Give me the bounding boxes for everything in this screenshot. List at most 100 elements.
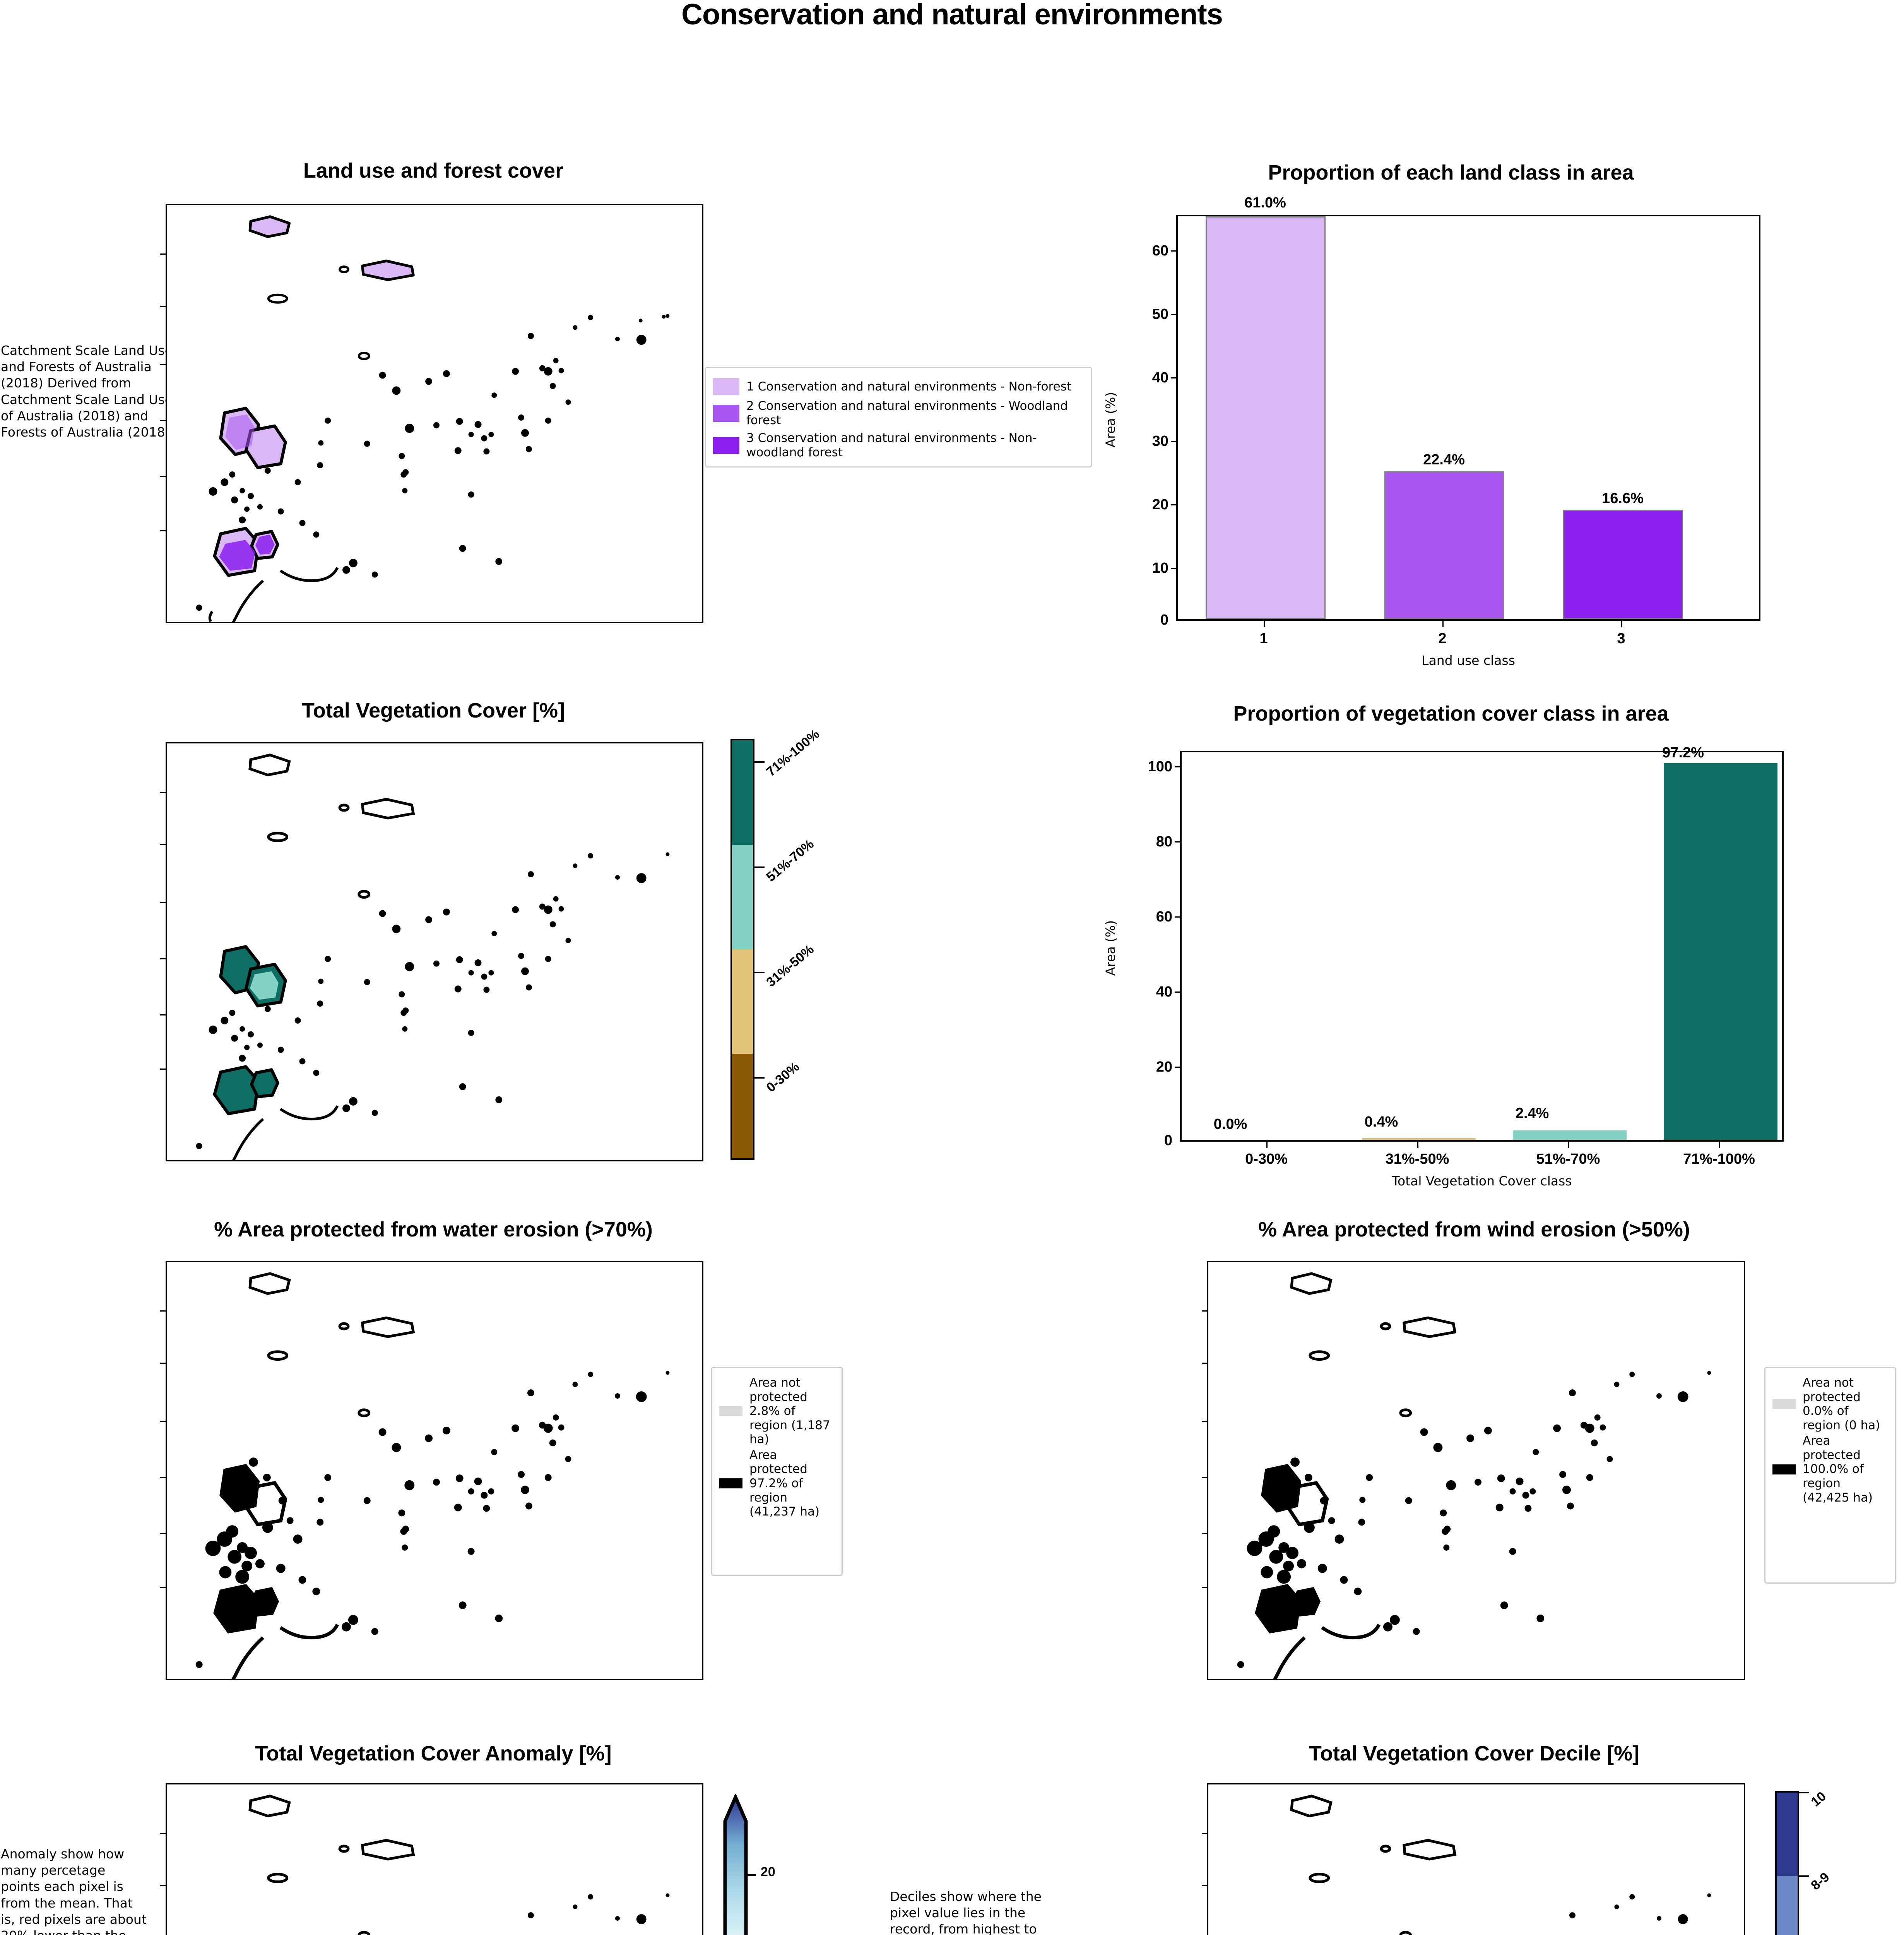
ytick-label: 30 — [1152, 433, 1168, 449]
legend-item: Area protected 97.2% of region (41,237 h… — [719, 1448, 835, 1519]
ytick-label: 50 — [1152, 306, 1168, 322]
bar-label-class-2: 22.4% — [1423, 452, 1465, 468]
colorbar-band-0-30 — [732, 1054, 753, 1158]
legend-label: 2 Conservation and natural environments … — [746, 399, 1068, 427]
yaxis-label: Area (%) — [1103, 920, 1118, 976]
land-class-chart-title: Proportion of each land class in area — [1268, 161, 1634, 184]
legend-item: 2 Conservation and natural environments … — [713, 399, 1084, 427]
xtick-mark — [1719, 1142, 1720, 1148]
legend-swatch-class-3 — [713, 437, 739, 454]
colorbar-tick — [754, 866, 765, 868]
veg-cover-map-axes[interactable] — [166, 742, 703, 1189]
ytick-label: 0 — [1160, 612, 1168, 628]
land-use-map-axes[interactable] — [166, 204, 703, 651]
colorbar-label-0-30: 0-30% — [763, 1059, 802, 1095]
legend-item: 3 Conservation and natural environments … — [713, 431, 1084, 459]
land-use-map-ytick — [160, 364, 166, 365]
ytick-mark — [1171, 250, 1177, 252]
decile-colorbar-tick — [1799, 1875, 1809, 1877]
bar-veg-51-70[interactable] — [1513, 1130, 1627, 1140]
legend-swatch-not-protected — [1772, 1399, 1796, 1409]
legend-label: 1 Conservation and natural environments … — [746, 379, 1071, 394]
legend-item: Area protected 100.0% of region (42,425 … — [1772, 1434, 1888, 1505]
veg-cover-map-title: Total Vegetation Cover [%] — [301, 699, 565, 722]
colorbar-band-51-70 — [732, 845, 753, 949]
legend-swatch-protected — [1772, 1464, 1796, 1474]
land-use-map-figure — [196, 215, 670, 651]
ytick-label: 40 — [1152, 370, 1168, 386]
xtick-label: 3 — [1617, 630, 1625, 647]
veg-map-ytick — [160, 1069, 166, 1070]
legend-swatch-protected — [719, 1478, 742, 1489]
water-erosion-ytick — [160, 1421, 166, 1422]
anomaly-colorbar — [723, 1794, 748, 1935]
xtick-label: 2 — [1438, 630, 1447, 647]
wind-erosion-ytick — [1202, 1587, 1207, 1588]
bar-class-1[interactable] — [1206, 216, 1326, 619]
decile-colorbar-label-8-9: 8-9 — [1808, 1869, 1832, 1893]
water-erosion-map-title: % Area protected from water erosion (>70… — [214, 1218, 653, 1241]
veg-map-ytick — [160, 958, 166, 959]
xtick-mark — [1442, 621, 1444, 627]
bar-label-veg-0-30: 0.0% — [1213, 1116, 1247, 1132]
water-erosion-legend[interactable]: Area not protected 2.8% of region (1,187… — [711, 1367, 843, 1576]
anomaly-map-axes[interactable] — [166, 1783, 703, 1935]
wind-erosion-map-figure — [1237, 1272, 1711, 1707]
land-use-map-ytick — [160, 530, 166, 531]
anomaly-map-ytick — [160, 1885, 166, 1886]
colorbar-label-31-50: 31%-50% — [763, 942, 817, 990]
legend-label: Area protected 100.0% of region (42,425 … — [1803, 1434, 1873, 1505]
decile-map-axes[interactable] — [1207, 1783, 1745, 1935]
land-use-map-ytick — [160, 253, 166, 255]
colorbar-tick — [754, 1077, 765, 1079]
bar-veg-71-100[interactable] — [1664, 763, 1777, 1140]
wind-erosion-map-axes[interactable] — [1207, 1261, 1745, 1707]
water-erosion-ytick — [160, 1363, 166, 1364]
bar-class-3[interactable] — [1563, 509, 1683, 619]
water-erosion-ytick — [160, 1310, 166, 1312]
ytick-mark — [1171, 377, 1177, 378]
water-erosion-ytick — [160, 1477, 166, 1478]
land-class-bar-chart[interactable]: 61.0% 22.4% 16.6% 60 50 40 30 20 10 0 1 … — [1103, 195, 1768, 668]
wind-erosion-ytick — [1202, 1477, 1207, 1478]
legend-item: Area not protected 0.0% of region (0 ha) — [1772, 1376, 1888, 1432]
anomaly-map-figure — [248, 1795, 670, 1935]
ytick-label: 0 — [1164, 1132, 1172, 1149]
wind-erosion-ytick — [1202, 1421, 1207, 1422]
page-title: Conservation and natural environments — [681, 0, 1223, 31]
decile-colorbar — [1775, 1791, 1799, 1935]
bar-class-2[interactable] — [1384, 471, 1504, 619]
veg-class-plot-area — [1180, 751, 1784, 1142]
xaxis-label: Land use class — [1422, 653, 1515, 668]
veg-map-ytick — [160, 902, 166, 903]
bar-label-veg-71-100: 97.2% — [1662, 745, 1704, 761]
water-erosion-map-axes[interactable] — [166, 1261, 703, 1707]
bar-label-class-3: 16.6% — [1602, 490, 1644, 507]
veg-class-chart-title: Proportion of vegetation cover class in … — [1233, 702, 1669, 725]
xtick-mark — [1264, 621, 1265, 627]
xtick-label: 31%-50% — [1385, 1151, 1449, 1167]
colorbar-tick — [754, 972, 765, 973]
wind-erosion-legend[interactable]: Area not protected 0.0% of region (0 ha)… — [1764, 1367, 1896, 1584]
colorbar-band-decile-10 — [1777, 1793, 1798, 1876]
decile-map-ytick — [1202, 1833, 1207, 1834]
veg-class-bar-chart[interactable]: 0.0% 0.4% 2.4% 97.2% 100 80 60 40 20 0 0… — [1103, 745, 1788, 1188]
ytick-label: 60 — [1156, 909, 1172, 925]
land-use-map-ytick — [160, 306, 166, 307]
colorbar-band-31-50 — [732, 949, 753, 1054]
xtick-label: 71%-100% — [1683, 1151, 1755, 1167]
colorbar-label-51-70: 51%-70% — [763, 836, 817, 885]
xtick-label: 0-30% — [1245, 1151, 1288, 1167]
bar-label-veg-31-50: 0.4% — [1364, 1114, 1398, 1130]
veg-map-ytick — [160, 792, 166, 793]
colorbar-label-71-100: 71%-100% — [763, 726, 823, 779]
water-erosion-map-figure — [195, 1272, 670, 1707]
veg-map-ytick — [160, 1014, 166, 1015]
xtick-mark — [1621, 621, 1622, 627]
land-use-legend[interactable]: 1 Conservation and natural environments … — [705, 367, 1092, 467]
colorbar-tick — [754, 761, 765, 763]
bar-veg-31-50[interactable] — [1362, 1138, 1476, 1140]
anomaly-map-note: Anomaly show how many percetage points e… — [1, 1846, 147, 1935]
veg-cover-colorbar — [730, 739, 754, 1160]
ytick-label: 60 — [1152, 243, 1168, 259]
